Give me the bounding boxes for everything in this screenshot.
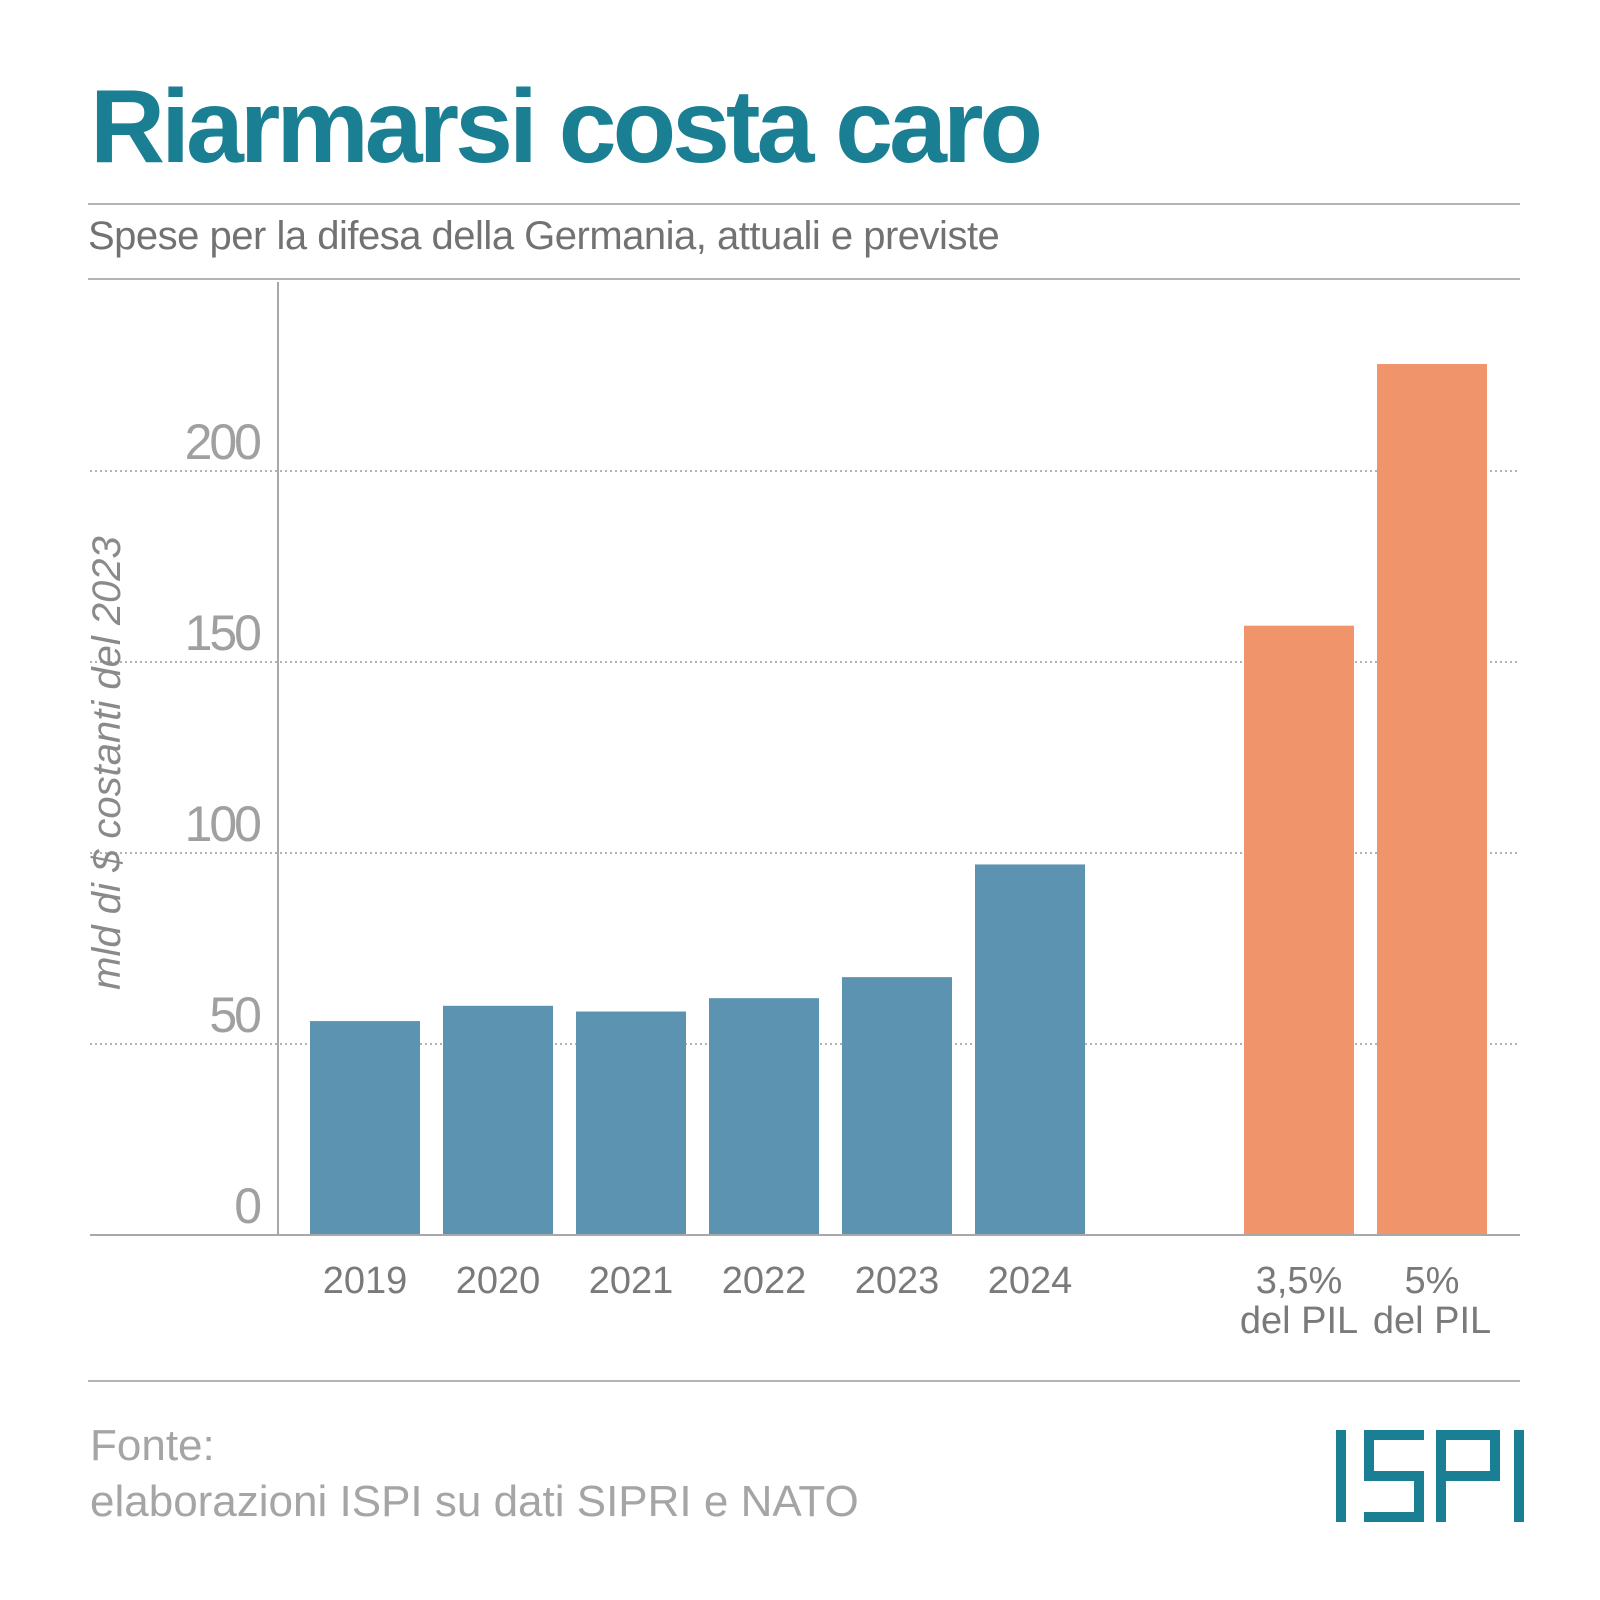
ispi-logo <box>1336 1430 1524 1522</box>
x-tick-label: 2019 <box>323 1260 408 1302</box>
source-text: elaborazioni ISPI su dati SIPRI e NATO <box>90 1477 859 1526</box>
bar-chart: 0 50 100 150 200 mld di $ costanti del 2023 20… <box>85 282 1520 1342</box>
x-tick-label: 2024 <box>988 1260 1073 1302</box>
bar <box>310 1021 420 1235</box>
source-label: Fonte: <box>90 1421 215 1470</box>
bar <box>1377 364 1487 1235</box>
y-tick-label: 0 <box>234 1178 260 1234</box>
source-note: Fonte: elaborazioni ISPI su dati SIPRI e… <box>90 1418 859 1530</box>
bar <box>1244 625 1354 1235</box>
bar <box>842 977 952 1235</box>
x-tick-label: del PIL <box>1240 1300 1358 1342</box>
x-tick-label: 2022 <box>722 1260 807 1302</box>
bar <box>975 864 1085 1235</box>
y-tick-label: 50 <box>209 987 260 1043</box>
y-axis-title: mld di $ costanti del 2023 <box>85 536 129 990</box>
bar <box>709 998 819 1235</box>
bar <box>576 1011 686 1235</box>
x-tick-label: 2020 <box>456 1260 541 1302</box>
x-tick-label: 5% <box>1405 1260 1460 1302</box>
y-tick-label: 200 <box>185 414 261 470</box>
subtitle-divider <box>88 278 1520 280</box>
bar <box>443 1005 553 1235</box>
y-tick-label: 100 <box>185 796 261 852</box>
chart-subtitle: Spese per la difesa della Germania, attu… <box>88 214 1000 258</box>
footer-divider <box>88 1380 1520 1382</box>
y-tick-label: 150 <box>185 605 261 661</box>
x-tick-label: 2023 <box>855 1260 940 1302</box>
x-tick-label: 3,5% <box>1256 1260 1343 1302</box>
chart-title: Riarmarsi costa caro <box>90 69 1043 185</box>
x-tick-label: 2021 <box>589 1260 674 1302</box>
title-divider <box>88 203 1520 205</box>
x-tick-label: del PIL <box>1373 1300 1491 1342</box>
